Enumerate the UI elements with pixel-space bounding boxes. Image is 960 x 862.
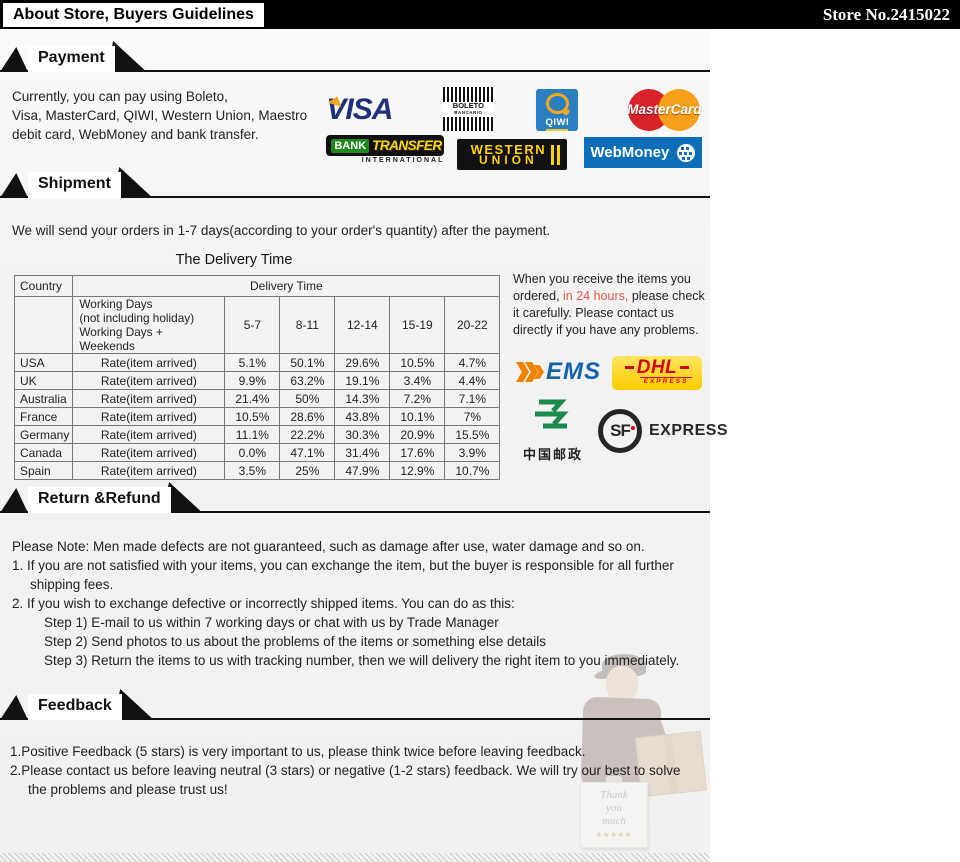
section-header-returns: Return &Refund (0, 481, 710, 513)
section-title: Feedback (28, 694, 122, 720)
payment-logos: VISA BOLETO BANCARIO QIWI MasterCard (326, 87, 703, 170)
empty-cell (13, 296, 74, 354)
table-row: Spain Rate(item arrived) 3.5% 25% 47.9% … (13, 461, 501, 480)
section-header-feedback: Feedback (0, 688, 710, 720)
payment-body: Currently, you can pay using Boleto, Vis… (12, 87, 703, 170)
section-title: Shipment (28, 172, 121, 198)
section-rule (0, 718, 710, 720)
payment-text: Currently, you can pay using Boleto, Vis… (12, 87, 326, 169)
table-header-row: Country Delivery Time (13, 275, 501, 297)
ems-logo: EMS (516, 358, 601, 386)
section-rule (0, 70, 710, 72)
shipment-intro: We will send your orders in 1-7 days(acc… (12, 223, 551, 238)
china-post-emblem-icon (535, 399, 569, 429)
store-number: Store No.2415022 (822, 5, 950, 24)
webmoney-logo: WebMoney (584, 137, 703, 168)
ribbon-left-triangle-icon (0, 488, 28, 513)
page-title: About Store, Buyers Guidelines (2, 2, 265, 28)
returns-step: Step 1) E-mail to us within 7 working da… (44, 615, 499, 630)
payment-text-line: Visa, MasterCard, QIWI, Western Union, M… (12, 108, 308, 123)
sign-line: you (606, 802, 622, 814)
mastercard-logo: MasterCard (626, 87, 702, 133)
day-range-cell: 12-14 (334, 296, 391, 354)
ems-chevron-icon (534, 365, 544, 379)
ems-chevron-icon (525, 362, 538, 382)
boleto-logo: BOLETO BANCARIO (443, 87, 494, 131)
day-range-cell: 20-22 (444, 296, 501, 354)
webmoney-globe-icon (677, 143, 696, 162)
working-days-cell: Working Days (not including holiday) Wor… (72, 296, 226, 354)
sign-stars: ★★★★★ (595, 832, 633, 839)
returns-step: Step 3) Return the items to us with trac… (44, 653, 680, 668)
sf-ring-icon: SF (598, 409, 642, 453)
returns-text: Please Note: Men made defects are not gu… (12, 537, 704, 670)
payment-text-line: Currently, you can pay using Boleto, (12, 89, 228, 104)
bank-transfer-logo: BANK TRANSFER INTERNATIONAL (326, 135, 445, 164)
delivery-time-table: Country Delivery Time Working Days (not … (13, 275, 501, 480)
ribbon-left-triangle-icon (0, 173, 28, 198)
ribbon-left-triangle-icon (0, 47, 28, 72)
table-row: Germany Rate(item arrived) 11.1% 22.2% 3… (13, 425, 501, 444)
col-header-country: Country (13, 275, 74, 297)
feedback-item: 1.Positive Feedback (5 stars) is very im… (10, 744, 586, 759)
table-row: UK Rate(item arrived) 9.9% 63.2% 19.1% 3… (13, 371, 501, 390)
sf-express-logo: SF EXPRESS (598, 409, 728, 453)
content-panel: Thank you much ★★★★★ Payment Currently, … (0, 29, 728, 862)
red-highlight: in 24 hours, (563, 289, 629, 303)
section-header-shipment: Shipment (0, 166, 710, 198)
day-range-cell: 8-11 (279, 296, 336, 354)
section-rule (0, 511, 710, 513)
qiwi-logo: QIWI (536, 89, 579, 131)
payment-text-line: debit card, WebMoney and bank transfer. (12, 127, 259, 142)
sign-line: much (602, 815, 626, 827)
western-union-logo: WESTERN UNION (457, 139, 568, 170)
visa-logo: VISA (326, 93, 393, 126)
ems-chevron-icon (516, 362, 529, 382)
section-title: Return &Refund (28, 487, 171, 513)
carrier-logos: EMS DHL EXPRESS 中国邮政 SF (512, 354, 728, 504)
western-union-bars (551, 144, 555, 165)
table-row: Australia Rate(item arrived) 21.4% 50% 1… (13, 389, 501, 408)
feedback-text: 1.Positive Feedback (5 stars) is very im… (10, 742, 702, 799)
returns-note: Please Note: Men made defects are not gu… (12, 539, 645, 554)
table-row: Canada Rate(item arrived) 0.0% 47.1% 31.… (13, 443, 501, 462)
returns-item: 1. If you are not satisfied with your it… (12, 558, 674, 592)
section-header-payment: Payment (0, 40, 710, 72)
table-row: USA Rate(item arrived) 5.1% 50.1% 29.6% … (13, 353, 501, 372)
returns-step: Step 2) Send photos to us about the prob… (44, 634, 547, 649)
table-row: France Rate(item arrived) 10.5% 28.6% 43… (13, 407, 501, 426)
bottom-hatch-strip (0, 853, 710, 862)
day-range-cell: 15-19 (389, 296, 446, 354)
feedback-item: 2.Please contact us before leaving neutr… (10, 763, 681, 797)
dhl-logo: DHL EXPRESS (612, 356, 702, 390)
top-bar: About Store, Buyers Guidelines Store No.… (0, 0, 960, 29)
section-title: Payment (28, 46, 115, 72)
section-rule (0, 196, 710, 198)
day-range-cell: 5-7 (224, 296, 281, 354)
receive-notice: When you receive the items you ordered, … (513, 272, 705, 337)
returns-item: 2. If you wish to exchange defective or … (12, 596, 515, 611)
qiwi-bird-icon (545, 93, 569, 115)
mastercard-orange-circle (658, 89, 701, 131)
col-header-delivery-time: Delivery Time (72, 275, 501, 297)
china-post-logo: 中国邮政 (520, 394, 586, 463)
table-subheader-row: Working Days (not including holiday) Wor… (13, 296, 501, 354)
delivery-table-title: The Delivery Time (175, 252, 293, 268)
ribbon-left-triangle-icon (0, 695, 28, 720)
